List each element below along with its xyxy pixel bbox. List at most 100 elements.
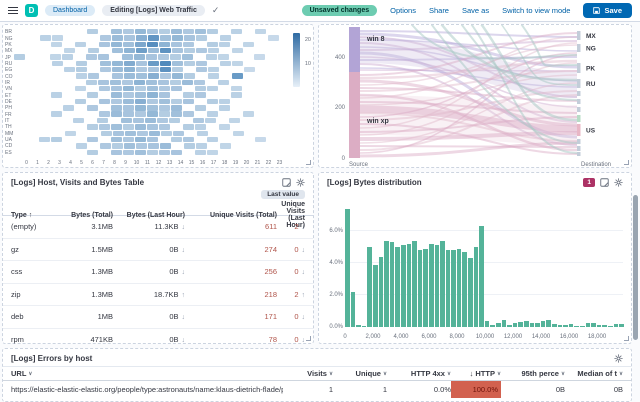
column-type[interactable]: Type ↑ [11, 211, 33, 219]
heatmap-cell[interactable] [111, 124, 123, 130]
heatmap-cell[interactable] [219, 60, 231, 67]
heatmap-cell[interactable] [255, 29, 267, 35]
heatmap-cell[interactable] [87, 149, 99, 155]
heatmap-cell[interactable] [135, 98, 147, 105]
sankey-flow[interactable] [359, 44, 578, 86]
heatmap-cell[interactable] [232, 48, 243, 54]
heatmap-cell[interactable] [61, 118, 72, 123]
sankey-flow[interactable] [359, 90, 578, 121]
sankey-flow[interactable] [359, 40, 578, 51]
heatmap-cell[interactable] [157, 79, 169, 86]
histogram-bar[interactable] [496, 323, 501, 327]
heatmap-cell[interactable] [280, 35, 291, 40]
gear-icon[interactable] [614, 178, 623, 187]
errors-column-visits[interactable]: Visits ∨ [307, 369, 333, 378]
heatmap-cell[interactable] [220, 67, 231, 72]
heatmap-cell[interactable] [195, 143, 207, 149]
heatmap-cell[interactable] [267, 92, 278, 97]
sankey-flow[interactable] [437, 20, 578, 82]
heatmap-cell[interactable] [207, 29, 219, 35]
heatmap-cell[interactable] [39, 150, 50, 155]
histogram-bar[interactable] [389, 242, 395, 327]
sankey-flow[interactable] [359, 112, 578, 142]
histogram-bar[interactable] [602, 325, 607, 327]
heatmap-cell[interactable] [85, 118, 96, 123]
heatmap-cell[interactable] [52, 67, 63, 72]
heatmap-cell[interactable] [217, 79, 229, 86]
heatmap-cell[interactable] [50, 92, 62, 98]
heatmap-cell[interactable] [204, 117, 216, 124]
sankey-dest-node[interactable] [577, 124, 581, 136]
heatmap-cell[interactable] [88, 67, 99, 72]
heatmap-cell[interactable] [39, 136, 51, 143]
heatmap-cell[interactable] [99, 98, 111, 105]
heatmap-cell[interactable] [76, 35, 87, 40]
histogram-bar[interactable] [445, 250, 451, 327]
heatmap-cell[interactable] [40, 48, 51, 53]
heatmap-cell[interactable] [195, 29, 207, 35]
heatmap-cell[interactable] [135, 143, 147, 149]
heatmap-cell[interactable] [171, 111, 183, 117]
heatmap-cell[interactable] [28, 67, 39, 72]
heatmap-cell[interactable] [50, 54, 62, 60]
heatmap-cell[interactable] [183, 136, 195, 143]
heatmap-cell[interactable] [267, 137, 278, 142]
heatmap-cell[interactable] [171, 92, 182, 97]
heatmap-cell[interactable] [16, 48, 27, 53]
heatmap-cell[interactable] [206, 54, 218, 60]
heatmap-cell[interactable] [100, 48, 111, 53]
heatmap-cell[interactable] [219, 92, 230, 97]
heatmap-cell[interactable] [64, 143, 75, 148]
heatmap-cell[interactable] [86, 54, 98, 60]
heatmap-cell[interactable] [75, 111, 86, 116]
sankey-flow[interactable] [359, 54, 578, 154]
heatmap-cell[interactable] [111, 86, 123, 92]
heatmap-cell[interactable] [75, 124, 86, 129]
heatmap-cell[interactable] [279, 99, 290, 104]
errors-column-95th-perce[interactable]: 95th perce ∨ [521, 369, 565, 378]
histogram-bar[interactable] [462, 251, 468, 327]
heatmap-cell[interactable] [51, 99, 62, 104]
heatmap-cell[interactable] [159, 149, 171, 155]
histogram-bar[interactable] [423, 248, 428, 327]
heatmap-cell[interactable] [40, 67, 51, 72]
heatmap-cell[interactable] [208, 73, 219, 79]
heatmap-cell[interactable] [268, 67, 279, 72]
heatmap-cell[interactable] [193, 79, 205, 86]
heatmap-cell[interactable] [111, 60, 123, 67]
heatmap-cell[interactable] [29, 131, 40, 136]
heatmap-cell[interactable] [99, 150, 110, 155]
histogram-bar[interactable] [546, 319, 551, 327]
heatmap-cell[interactable] [135, 29, 147, 35]
heatmap-cell[interactable] [279, 124, 290, 129]
heatmap-cell[interactable] [111, 41, 123, 48]
heatmap-cell[interactable] [243, 86, 254, 91]
histogram-bar[interactable] [484, 320, 490, 327]
histogram-bar[interactable] [540, 321, 546, 327]
heatmap-cell[interactable] [207, 92, 218, 97]
errors-column-http[interactable]: ↓ HTTP ∨ [469, 369, 501, 378]
heatmap-cell[interactable] [279, 29, 290, 34]
histogram-bar[interactable] [384, 240, 389, 327]
heatmap-cell[interactable] [243, 137, 254, 142]
heatmap-cell[interactable] [121, 79, 133, 86]
heatmap-cell[interactable] [123, 67, 135, 73]
histogram-bar[interactable] [613, 323, 619, 327]
heatmap-cell[interactable] [40, 143, 51, 148]
last-value-badge[interactable]: Last value [261, 190, 305, 199]
column-bytes-total[interactable]: Bytes (Total) [71, 211, 113, 219]
heatmap-cell[interactable] [75, 60, 87, 67]
heatmap-cell[interactable] [170, 54, 182, 60]
heatmap-cell[interactable] [278, 80, 289, 85]
errors-column-median-of-t[interactable]: Median of t ∨ [577, 369, 623, 378]
heatmap-cell[interactable] [15, 137, 26, 142]
heatmap-cell[interactable] [99, 67, 111, 73]
heatmap-cell[interactable] [267, 86, 278, 91]
heatmap-cell[interactable] [111, 143, 123, 149]
heatmap-cell[interactable] [219, 124, 231, 130]
heatmap-cell[interactable] [243, 105, 254, 110]
histogram-bar[interactable] [490, 324, 496, 327]
histogram-bar[interactable] [345, 208, 350, 327]
heatmap-cell[interactable] [75, 86, 87, 92]
heatmap-cell[interactable] [148, 73, 159, 79]
